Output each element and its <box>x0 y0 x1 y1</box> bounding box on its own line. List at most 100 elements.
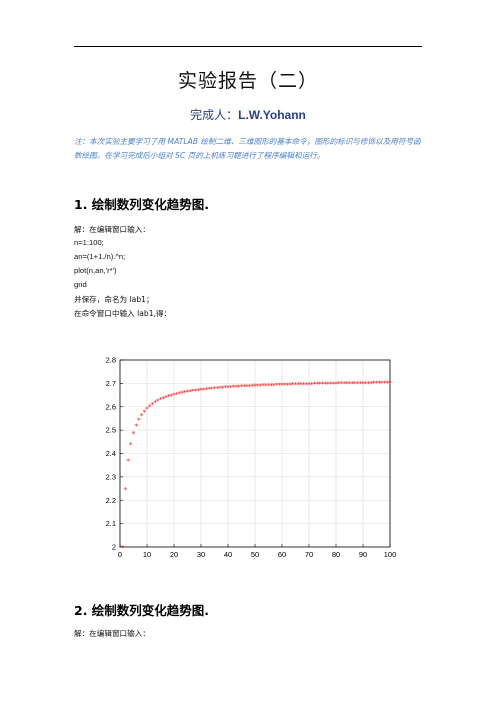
data-point: * <box>329 380 333 388</box>
data-point: * <box>294 381 298 389</box>
x-tick-label: 100 <box>384 550 397 559</box>
page-title: 实验报告（二） <box>177 70 318 92</box>
data-point: * <box>267 382 271 390</box>
x-tick-label: 90 <box>359 550 367 559</box>
data-point: * <box>183 389 187 397</box>
data-point: * <box>251 383 255 391</box>
y-tick-label: 2.8 <box>106 356 116 365</box>
data-point: * <box>151 401 155 409</box>
author-label: 完成人： <box>190 108 239 122</box>
data-point: * <box>137 416 141 424</box>
data-point: * <box>215 385 219 393</box>
data-point: * <box>229 384 233 392</box>
data-point: * <box>140 412 144 420</box>
data-point: * <box>132 430 136 438</box>
data-point: * <box>205 386 209 394</box>
data-point: * <box>340 380 344 388</box>
y-tick-label: 2.4 <box>106 449 116 458</box>
data-point: * <box>167 393 171 401</box>
x-tick-label: 70 <box>305 550 313 559</box>
data-point: * <box>350 380 354 388</box>
data-point: * <box>283 381 287 389</box>
data-point: * <box>310 381 314 389</box>
data-point: * <box>359 380 363 388</box>
data-point: * <box>367 380 371 388</box>
data-point: * <box>237 383 241 391</box>
data-point: * <box>361 380 365 388</box>
author-name: L.W.Yohann <box>238 108 306 122</box>
plot-frame <box>119 359 391 548</box>
data-point: * <box>232 384 236 392</box>
header-rule <box>74 46 422 47</box>
y-tick-label: 2.6 <box>106 402 116 411</box>
section-1-line: 在命令窗口中输入 lab1,得： <box>74 309 172 318</box>
data-point: * <box>334 380 338 388</box>
data-point: * <box>345 380 349 388</box>
data-point: * <box>240 383 244 391</box>
y-tick-label: 2 <box>112 543 116 552</box>
data-point: * <box>213 385 217 393</box>
data-point: * <box>170 392 174 400</box>
data-point: * <box>124 486 128 494</box>
data-point: * <box>186 389 190 397</box>
section-2-heading: 2. 绘制数列变化趋势图. <box>74 603 210 618</box>
data-point: * <box>383 380 387 388</box>
data-point: * <box>342 380 346 388</box>
data-point: * <box>323 380 327 388</box>
data-point: * <box>188 388 192 396</box>
data-point: * <box>275 382 279 390</box>
data-point: * <box>245 383 249 391</box>
data-point: * <box>194 387 198 395</box>
data-point: * <box>148 403 152 411</box>
data-point: * <box>161 395 165 403</box>
data-point: * <box>129 441 133 449</box>
data-point: * <box>180 390 184 398</box>
data-point: * <box>197 387 201 395</box>
data-point: * <box>321 381 325 389</box>
code-line: n=1:100; <box>74 238 104 247</box>
data-point: * <box>369 380 373 388</box>
data-point: * <box>256 382 260 390</box>
data-point: * <box>126 458 130 466</box>
section-1-line: 并保存，命名为 lab1； <box>74 295 154 304</box>
data-point: * <box>207 386 211 394</box>
x-tick-label: 20 <box>170 550 178 559</box>
data-point: * <box>178 390 182 398</box>
data-point: * <box>202 386 206 394</box>
section-2-line: 解：在编辑窗口输入： <box>74 629 150 638</box>
x-tick-label: 40 <box>224 550 232 559</box>
data-point: * <box>159 396 163 404</box>
data-point: * <box>372 380 376 388</box>
data-point: * <box>145 405 149 413</box>
data-point: * <box>302 381 306 389</box>
data-point: * <box>253 383 257 391</box>
y-tick-label: 2.3 <box>106 472 116 481</box>
data-point: * <box>278 382 282 390</box>
data-point: * <box>307 381 311 389</box>
data-point: * <box>364 380 368 388</box>
data-point: * <box>318 381 322 389</box>
y-tick-labels: 2 2.1 2.2 2.3 2.4 2.5 2.6 2.7 2.8 <box>106 356 116 552</box>
data-point: * <box>248 383 252 391</box>
x-tick-labels: 0 10 20 30 40 50 60 70 80 90 100 <box>118 550 396 559</box>
data-point: * <box>153 399 157 407</box>
code-line: grid <box>74 280 87 289</box>
data-point: * <box>280 382 284 390</box>
section-1-line: 解：在编辑窗口输入： <box>74 225 150 234</box>
data-point: * <box>134 422 138 430</box>
data-point: * <box>286 381 290 389</box>
data-point: * <box>259 382 263 390</box>
y-tick-label: 2.2 <box>106 496 116 505</box>
data-point: * <box>337 380 341 388</box>
data-point: * <box>175 391 179 399</box>
data-point: * <box>326 380 330 388</box>
data-point: * <box>288 381 292 389</box>
data-point: * <box>272 382 276 390</box>
data-point: * <box>356 380 360 388</box>
data-point: * <box>388 379 392 387</box>
data-point: * <box>377 380 381 388</box>
data-point: * <box>348 380 352 388</box>
data-point: * <box>156 398 160 406</box>
data-point: * <box>191 388 195 396</box>
author-line: 完成人：L.W.Yohann <box>0 106 496 123</box>
